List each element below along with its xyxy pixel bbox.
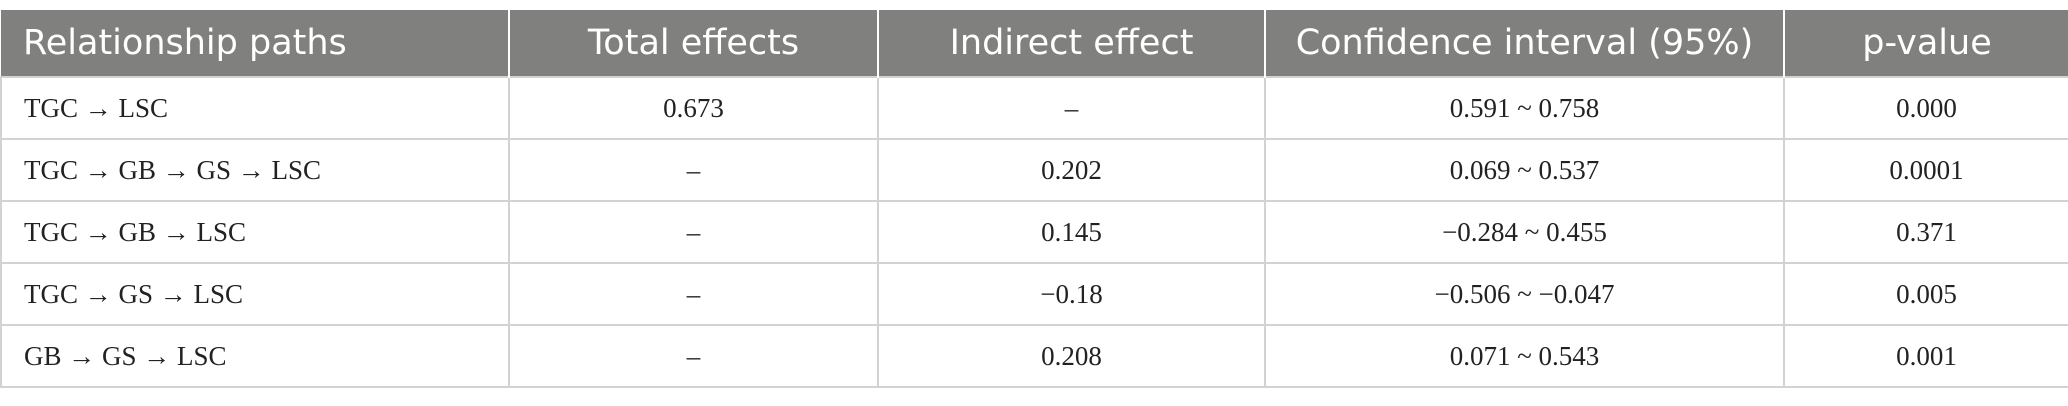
value-cell: 0.071 ~ 0.543 xyxy=(1264,324,1785,388)
value-cell: 0.673 xyxy=(508,76,879,140)
header-cell: Relationship paths xyxy=(1,10,509,77)
header-cell: Total effects xyxy=(508,10,878,77)
table-body: TGC → LSC 0.673–0.591 ~ 0.758 0.000 TGC → G… xyxy=(0,76,2068,388)
value-cell: – xyxy=(877,76,1266,140)
table-row: TGC → GB → GS → LSC –0.202 0.069 ~ 0.537 0.… xyxy=(0,138,2068,202)
value-cell: 0.208 xyxy=(877,324,1266,388)
value-cell: – xyxy=(508,324,879,388)
path-cell: TGC → LSC xyxy=(0,76,510,140)
table-row: GB → GS → LSC –0.208 0.071 ~ 0.543 0.001 xyxy=(0,324,2068,388)
value-cell: −0.18 xyxy=(877,262,1266,326)
header-cell: p-value xyxy=(1783,10,2068,77)
header-cell: Confidence interval (95%) xyxy=(1264,10,1784,77)
path-cell: TGC → GS → LSC xyxy=(0,262,510,326)
table-row: TGC → GB → LSC –0.145 −0.284 ~ 0.455 0.371 xyxy=(0,200,2068,264)
header-row: Relationship paths Total effects Indirect … xyxy=(1,10,2068,77)
table-row: TGC → GS → LSC – −0.18 −0.506 ~ −0.047 0.005 xyxy=(0,262,2068,326)
table-container: Relationship paths Total effects Indirect … xyxy=(0,10,2068,388)
path-cell: TGC → GB → LSC xyxy=(0,200,510,264)
value-cell: 0.202 xyxy=(877,138,1266,202)
path-cell: TGC → GB → GS → LSC xyxy=(0,138,510,202)
value-cell: 0.001 xyxy=(1783,324,2068,388)
value-cell: – xyxy=(508,262,879,326)
value-cell: 0.0001 xyxy=(1783,138,2068,202)
value-cell: −0.506 ~ −0.047 xyxy=(1264,262,1785,326)
value-cell: – xyxy=(508,138,879,202)
value-cell: 0.371 xyxy=(1783,200,2068,264)
value-cell: 0.000 xyxy=(1783,76,2068,140)
value-cell: 0.591 ~ 0.758 xyxy=(1264,76,1785,140)
value-cell: – xyxy=(508,200,879,264)
value-cell: 0.145 xyxy=(877,200,1266,264)
results-table: Relationship paths Total effects Indirect … xyxy=(0,10,2068,388)
path-cell: GB → GS → LSC xyxy=(0,324,510,388)
header-cell: Indirect effect xyxy=(877,10,1265,77)
value-cell: 0.005 xyxy=(1783,262,2068,326)
value-cell: −0.284 ~ 0.455 xyxy=(1264,200,1785,264)
value-cell: 0.069 ~ 0.537 xyxy=(1264,138,1785,202)
table-row: TGC → LSC 0.673–0.591 ~ 0.758 0.000 xyxy=(0,76,2068,140)
